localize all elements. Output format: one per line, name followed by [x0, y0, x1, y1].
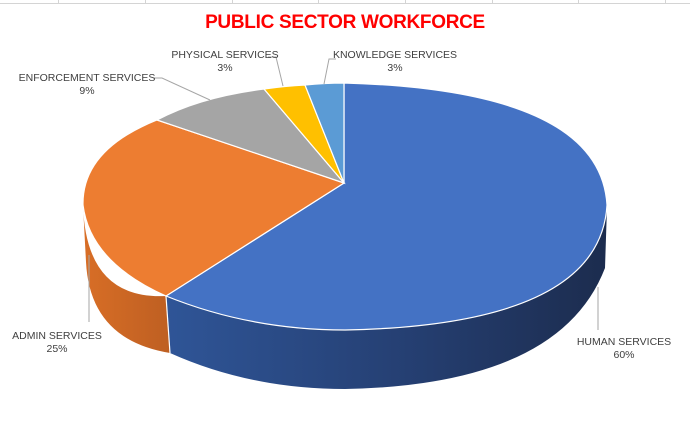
- slice-admin-services[interactable]: [82, 119, 346, 297]
- label-pct: 3%: [387, 62, 403, 74]
- label-name: ADMIN SERVICES: [12, 330, 102, 342]
- data-label-enforcement-services: ENFORCEMENT SERVICES 9%: [19, 72, 156, 98]
- grid-line: [492, 0, 493, 3]
- grid-line: [318, 0, 319, 3]
- data-label-admin-services: ADMIN SERVICES 25%: [12, 330, 102, 356]
- pie-side-admin: [83, 205, 170, 353]
- slice-knowledge-services[interactable]: [304, 82, 345, 184]
- label-name: PHYSICAL SERVICES: [171, 49, 279, 61]
- label-pct: 9%: [79, 85, 95, 97]
- label-name: KNOWLEDGE SERVICES: [332, 49, 458, 61]
- data-label-physical-services: PHYSICAL SERVICES 3%: [171, 49, 278, 75]
- grid-line: [405, 0, 406, 3]
- leader-line-enforcement: [153, 77, 211, 101]
- spreadsheet-grid-top: [0, 0, 690, 4]
- grid-line: [578, 0, 579, 3]
- pie-side-human: [166, 207, 607, 389]
- grid-line: [58, 0, 59, 3]
- leader-line-physical: [268, 56, 284, 87]
- grid-line: [665, 0, 666, 3]
- label-name: ENFORCEMENT SERVICES: [18, 72, 156, 84]
- label-pct: 3%: [217, 62, 233, 74]
- label-pct: 60%: [613, 349, 635, 361]
- grid-line: [145, 0, 146, 3]
- slice-enforcement-services[interactable]: [155, 88, 346, 185]
- data-label-human-services: HUMAN SERVICES 60%: [577, 336, 671, 362]
- leader-line-knowledge: [323, 58, 336, 85]
- data-label-knowledge-services: KNOWLEDGE SERVICES 3%: [333, 49, 457, 75]
- label-name: HUMAN SERVICES: [576, 336, 672, 348]
- slice-human-services[interactable]: [164, 82, 608, 331]
- label-pct: 25%: [46, 343, 68, 355]
- grid-line: [232, 0, 233, 3]
- chart-title: PUBLIC SECTOR WORKFORCE: [205, 12, 485, 33]
